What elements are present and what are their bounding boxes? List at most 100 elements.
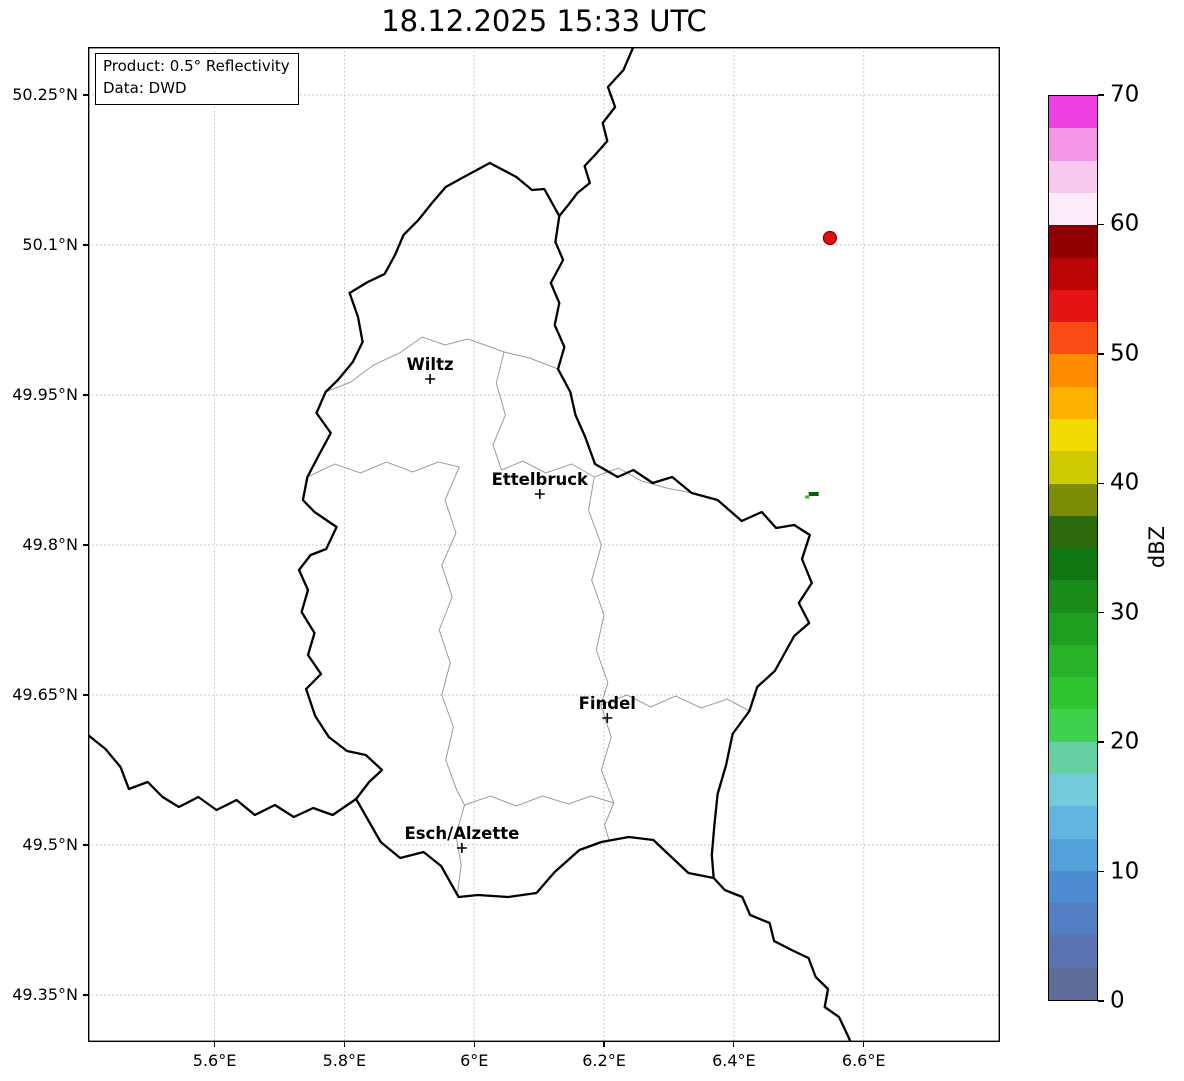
country-border-luxembourg [297,161,813,899]
radar-site-marker [822,230,838,246]
colorbar-tick [1098,1000,1104,1002]
colorbar-segment-5 [1049,806,1097,839]
reflectivity-echo [805,495,810,499]
x-axis-tick [603,1042,605,1047]
colorbar-tick [1098,741,1104,743]
colorbar-segment-17 [1049,418,1097,452]
district-border [438,466,466,896]
y-axis-tick [83,544,88,546]
city-marker [602,713,613,723]
colorbar-segment-14 [1049,515,1097,549]
product-info-box: Product: 0.5° Reflectivity Data: DWD [95,53,299,105]
colorbar-segment-7 [1049,741,1097,775]
colorbar-segment-18 [1049,386,1097,419]
y-axis-tick-label: 49.35°N [12,985,78,1004]
x-axis-tick [733,1042,735,1047]
y-axis-tick [83,994,88,996]
colorbar-tick [1098,612,1104,614]
plot-frame [88,47,1000,1042]
city-label: Wiltz [407,355,454,374]
y-axis-tick-label: 49.5°N [22,835,78,854]
x-axis-tick-label: 5.8°E [322,1051,367,1070]
colorbar-tick [1098,353,1104,355]
product-info-line2: Data: DWD [103,78,187,97]
y-axis-tick [83,694,88,696]
y-axis-tick [83,244,88,246]
city-marker [425,374,436,384]
colorbar-tick-label: 40 [1110,469,1140,496]
city-label: Findel [579,694,636,713]
city-label: Esch/Alzette [404,824,519,843]
colorbar-tick-label: 30 [1110,599,1140,626]
colorbar-segment-4 [1049,838,1097,871]
x-axis-tick-label: 6°E [460,1051,489,1070]
colorbar-segment-25 [1049,160,1097,193]
colorbar-segment-10 [1049,644,1097,678]
colorbar-tick [1098,870,1104,873]
colorbar-segment-2 [1049,903,1097,936]
colorbar-tick [1098,482,1104,484]
colorbar-label: dBZ [1145,525,1169,569]
country-border-belgium-germany [558,47,635,218]
colorbar-segment-20 [1049,322,1097,355]
x-axis-tick-label: 5.6°E [192,1051,237,1070]
x-axis-tick-label: 6.6°E [841,1051,886,1070]
colorbar-tick-label: 60 [1110,210,1140,237]
colorbar-segment-16 [1049,451,1097,484]
x-axis-tick [213,1042,216,1047]
y-axis-tick [83,94,88,96]
district-border [600,694,750,712]
colorbar-segment-1 [1049,935,1097,968]
map-canvas: Wiltz Ettelbruck Findel Esch/Alzette [88,47,1000,1042]
colorbar-segment-15 [1049,483,1097,516]
y-axis-tick-label: 49.95°N [12,385,78,404]
colorbar-segment-24 [1049,192,1097,226]
x-axis-tick [863,1042,865,1047]
colorbar [1048,95,1098,1001]
colorbar-tick-label: 20 [1110,728,1140,755]
colorbar-segment-3 [1049,870,1097,904]
colorbar-tick-label: 70 [1110,81,1140,108]
country-border-france-belgium [88,733,358,819]
district-border [600,704,615,842]
colorbar-segment-8 [1049,709,1097,742]
x-axis-tick [343,1042,345,1047]
city-label: Ettelbruck [492,470,589,489]
colorbar-segment-11 [1049,612,1097,645]
y-axis-tick [83,394,88,396]
x-axis-tick-label: 6.4°E [712,1051,756,1070]
colorbar-tick-label: 50 [1110,340,1140,367]
reflectivity-echo [808,492,819,496]
colorbar-segment-19 [1049,354,1097,387]
city-marker [456,843,467,853]
district-border [464,795,614,807]
colorbar-tick [1098,223,1104,226]
city-marker [534,489,545,499]
district-border [492,351,506,471]
colorbar-segment-6 [1049,774,1097,807]
x-axis-tick-label: 6.2°E [582,1051,626,1070]
y-axis-tick-label: 50.25°N [12,85,78,104]
x-axis-tick [473,1042,475,1047]
district-border [307,461,460,478]
colorbar-segment-26 [1049,128,1097,161]
colorbar-segment-0 [1049,967,1097,1000]
product-info-line1: Product: 0.5° Reflectivity [103,57,290,75]
y-axis-tick-label: 49.65°N [12,685,78,704]
colorbar-tick-label: 0 [1110,987,1125,1014]
district-border [325,336,559,393]
colorbar-segment-13 [1049,548,1097,581]
y-axis-tick-label: 50.1°N [22,235,78,254]
colorbar-segment-21 [1049,289,1097,323]
colorbar-segment-9 [1049,677,1097,710]
colorbar-tick [1098,94,1104,96]
y-axis-tick [83,844,88,846]
figure-title: 18.12.2025 15:33 UTC [381,4,707,38]
map-plot: Wiltz Ettelbruck Findel Esch/Alzette Produc… [88,47,1000,1042]
colorbar-tick-label: 10 [1110,858,1140,885]
district-border [587,476,609,706]
colorbar-segment-27 [1049,96,1097,129]
colorbar-segment-23 [1049,225,1097,258]
colorbar-segment-12 [1049,580,1097,613]
